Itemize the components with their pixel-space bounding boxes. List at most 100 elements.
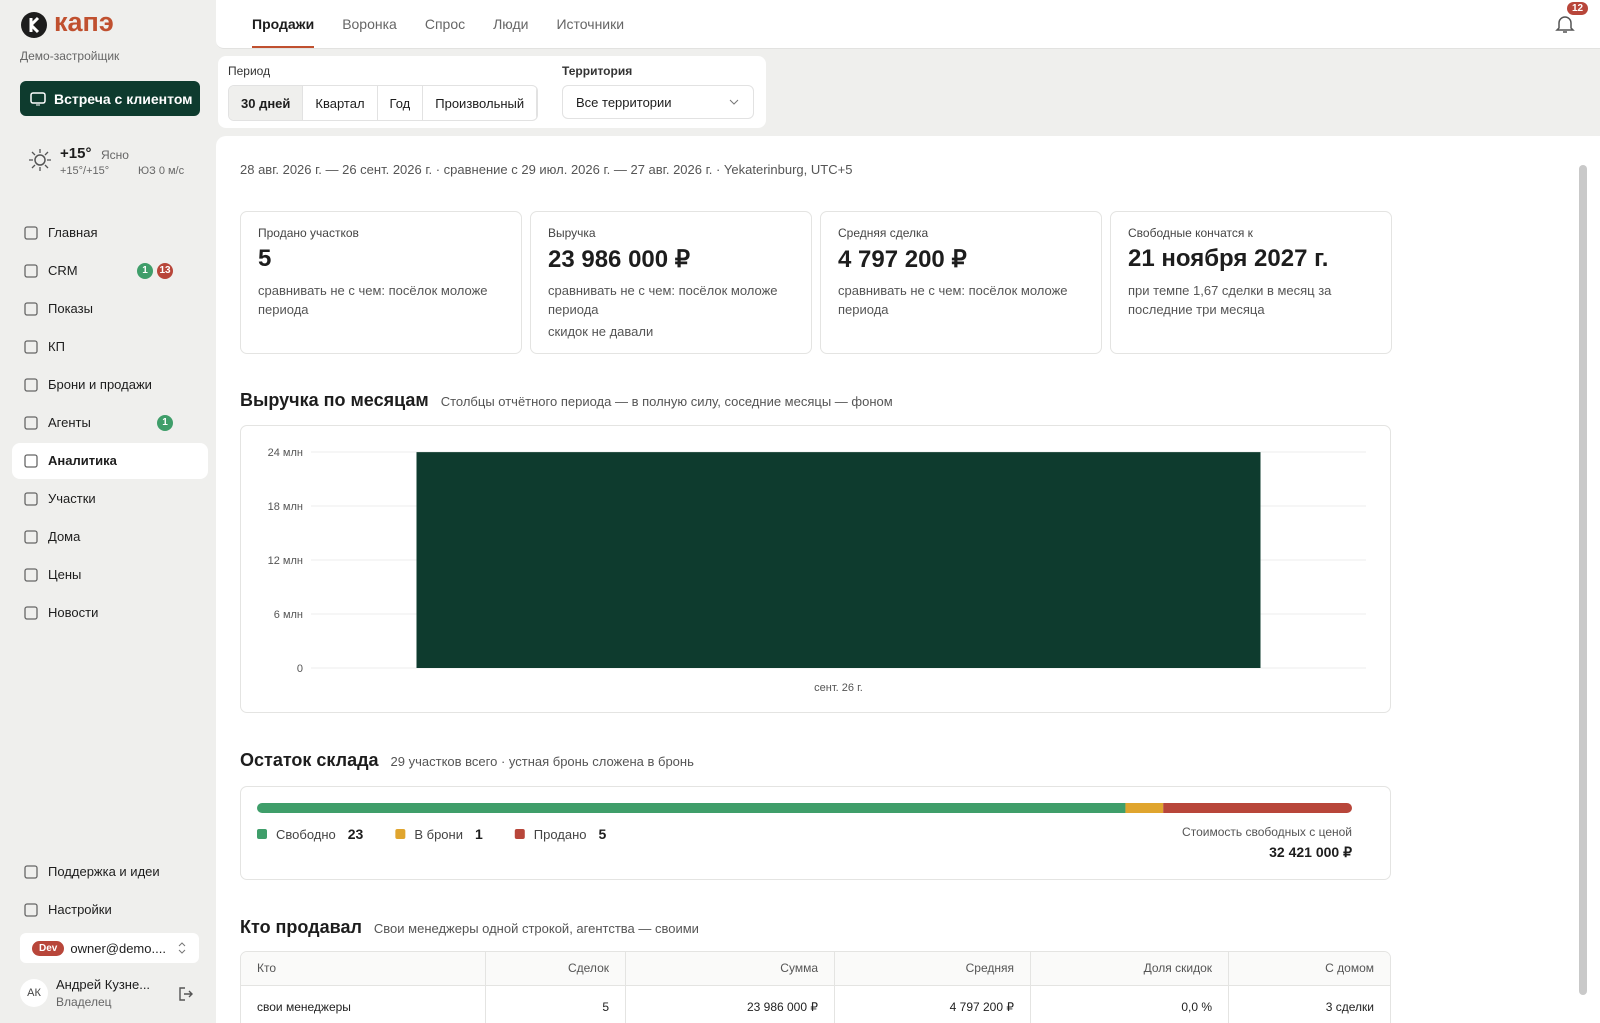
column-header: С домом (1325, 961, 1374, 975)
chevron (729, 99, 739, 105)
section-title: Выручка по месяцам (240, 390, 429, 410)
kpi-value: 23 986 000 ₽ (548, 246, 691, 273)
nav-item[interactable]: Брони и продажи (12, 367, 208, 403)
nav-item[interactable]: Дома (12, 519, 208, 555)
nav-item[interactable]: Новости (12, 595, 208, 631)
table-cell: 23 986 000 ₽ (626, 985, 835, 1023)
legend-label: Свободно (276, 827, 336, 842)
territory-label: Территория (562, 64, 633, 78)
nav-label: Агенты (48, 415, 91, 430)
y-tick-label: 18 млн (268, 501, 303, 513)
bar (416, 452, 1261, 668)
nav-badge: 13 (157, 263, 173, 279)
tab[interactable]: Спрос (424, 16, 466, 32)
notification-badge: 12 (1567, 2, 1589, 15)
kpi-note: сравнивать не с чем: посёлок моложе пери… (548, 283, 778, 317)
nav-item[interactable]: Настройки (12, 892, 208, 928)
date-range: 28 авг. 2026 г. — 26 сент. 2026 г. · сра… (240, 162, 853, 177)
stock-chart: Свободно 23 В брони 1 Продано 5 Стоимость своб… (257, 803, 1352, 860)
weather-range: +15°/+15° (60, 165, 110, 177)
nav-icon (24, 226, 38, 240)
stock-segment (257, 803, 1126, 813)
account-select[interactable]: Dev owner@demo.... (20, 933, 199, 963)
stock-card: Свободно 23 В брони 1 Продано 5 Стоимость своб… (240, 786, 1391, 880)
nav-item[interactable]: КП (12, 329, 208, 365)
weather-wind: ЮЗ 0 м/с (138, 165, 185, 177)
stock-header: Остаток склада 29 участков всего · устна… (240, 750, 694, 771)
nav-icon (24, 264, 38, 278)
period-button[interactable]: Произвольный (423, 86, 538, 120)
nav-label: Показы (48, 301, 93, 316)
legend-swatch (395, 829, 406, 839)
legend-value: 23 (348, 826, 364, 842)
table-cell: 3 сделки (1325, 1000, 1374, 1014)
period-button[interactable]: Год (378, 86, 424, 120)
nav-item[interactable]: CRM 1 13 (12, 253, 208, 289)
table-header: Кто Сделок Сумма Средняя Доля скидок С домом (241, 952, 1390, 986)
meeting-button-label: Встреча с клиентом (54, 90, 193, 107)
filter-panel: Период 30 дней Квартал Год Произвольный Тер… (218, 56, 766, 128)
tab-bar: Продажи Воронка Спрос Люди Источники 12 (216, 0, 1600, 49)
kpi-note: скидок не давали (548, 324, 654, 339)
nav-label: Настройки (48, 902, 112, 917)
legend-swatch (514, 829, 525, 839)
nav-label: Новости (48, 605, 99, 620)
meeting-button[interactable]: Встреча с клиентом (20, 81, 200, 116)
table-cell: 4 797 200 ₽ (835, 985, 1031, 1023)
nav-label: CRM (48, 263, 78, 278)
nav-item[interactable]: Агенты 1 (12, 405, 208, 441)
scrollbar[interactable] (1579, 165, 1587, 995)
org-name: Демо-застройщик (20, 49, 120, 63)
legend-label: В брони (414, 827, 463, 842)
kpi-card: Свободные кончатся к 21 ноября 2027 г. при… (1110, 211, 1392, 354)
account-email: owner@demo.... (70, 940, 166, 956)
nav-icon (24, 340, 38, 354)
territory-select[interactable]: Все территории (562, 85, 754, 119)
tab[interactable]: Источники (556, 16, 625, 32)
nav-label: Аналитика (48, 453, 117, 468)
period-button[interactable]: Квартал (303, 86, 378, 120)
nav-label: Поддержка и идеи (48, 864, 160, 879)
nav-label: Участки (48, 491, 96, 506)
nav-item[interactable]: Цены (12, 557, 208, 593)
kpi-label: Выручка (548, 226, 596, 240)
bell-icon[interactable] (1555, 14, 1575, 34)
kpi-note: сравнивать не с чем: посёлок моложе пери… (838, 283, 1068, 317)
tab[interactable]: Продажи (252, 0, 315, 48)
nav-icon (24, 492, 38, 506)
period-group: 30 дней Квартал Год Произвольный (228, 85, 539, 121)
nav-icon (24, 903, 38, 917)
y-tick-label: 6 млн (274, 609, 303, 621)
nav-item[interactable]: Показы (12, 291, 208, 327)
nav-item[interactable]: Аналитика (12, 443, 208, 479)
legend-label: Продано (534, 827, 587, 842)
territory-value: Все территории (576, 94, 672, 110)
column-header: Сумма (626, 952, 835, 985)
y-tick-label: 24 млн (268, 447, 303, 459)
x-tick-label: сент. 26 г. (814, 682, 863, 694)
period-button[interactable]: 30 дней (229, 86, 304, 120)
table-row: свои менеджеры 5 23 986 000 ₽4 797 200 ₽0,… (241, 985, 1390, 1023)
nav-item[interactable]: Участки (12, 481, 208, 517)
nav-icon (24, 416, 38, 430)
nav-item[interactable]: Главная (12, 215, 208, 251)
kpi-card: Выручка 23 986 000 ₽ сравнивать не с чем: … (530, 211, 812, 354)
chevron (178, 942, 186, 954)
tab[interactable]: Люди (493, 16, 529, 32)
tab[interactable]: Воронка (342, 16, 397, 32)
logout-icon[interactable] (178, 986, 194, 1002)
kpi-label: Средняя сделка (838, 226, 929, 240)
sellers-header: Кто продавал Свои менеджеры одной строко… (240, 917, 699, 938)
brand: капэ (54, 7, 114, 37)
stock-note-value: 32 421 000 ₽ (1269, 844, 1352, 860)
user-role: Владелец (56, 995, 112, 1009)
period-label: Период (228, 64, 271, 78)
revenue-card: 0 6 млн 12 млн 18 млн 24 млн сент. 26 г. (240, 425, 1391, 713)
revenue-chart: 0 6 млн 12 млн 18 млн 24 млн сент. 26 г. (268, 447, 1366, 694)
nav-item[interactable]: Поддержка и идеи (12, 854, 208, 890)
column-header: Средняя (835, 952, 1031, 985)
nav-label: Главная (48, 225, 98, 240)
revenue-header: Выручка по месяцам Столбцы отчётного пер… (240, 390, 893, 411)
weather-condition: Ясно (101, 148, 129, 162)
